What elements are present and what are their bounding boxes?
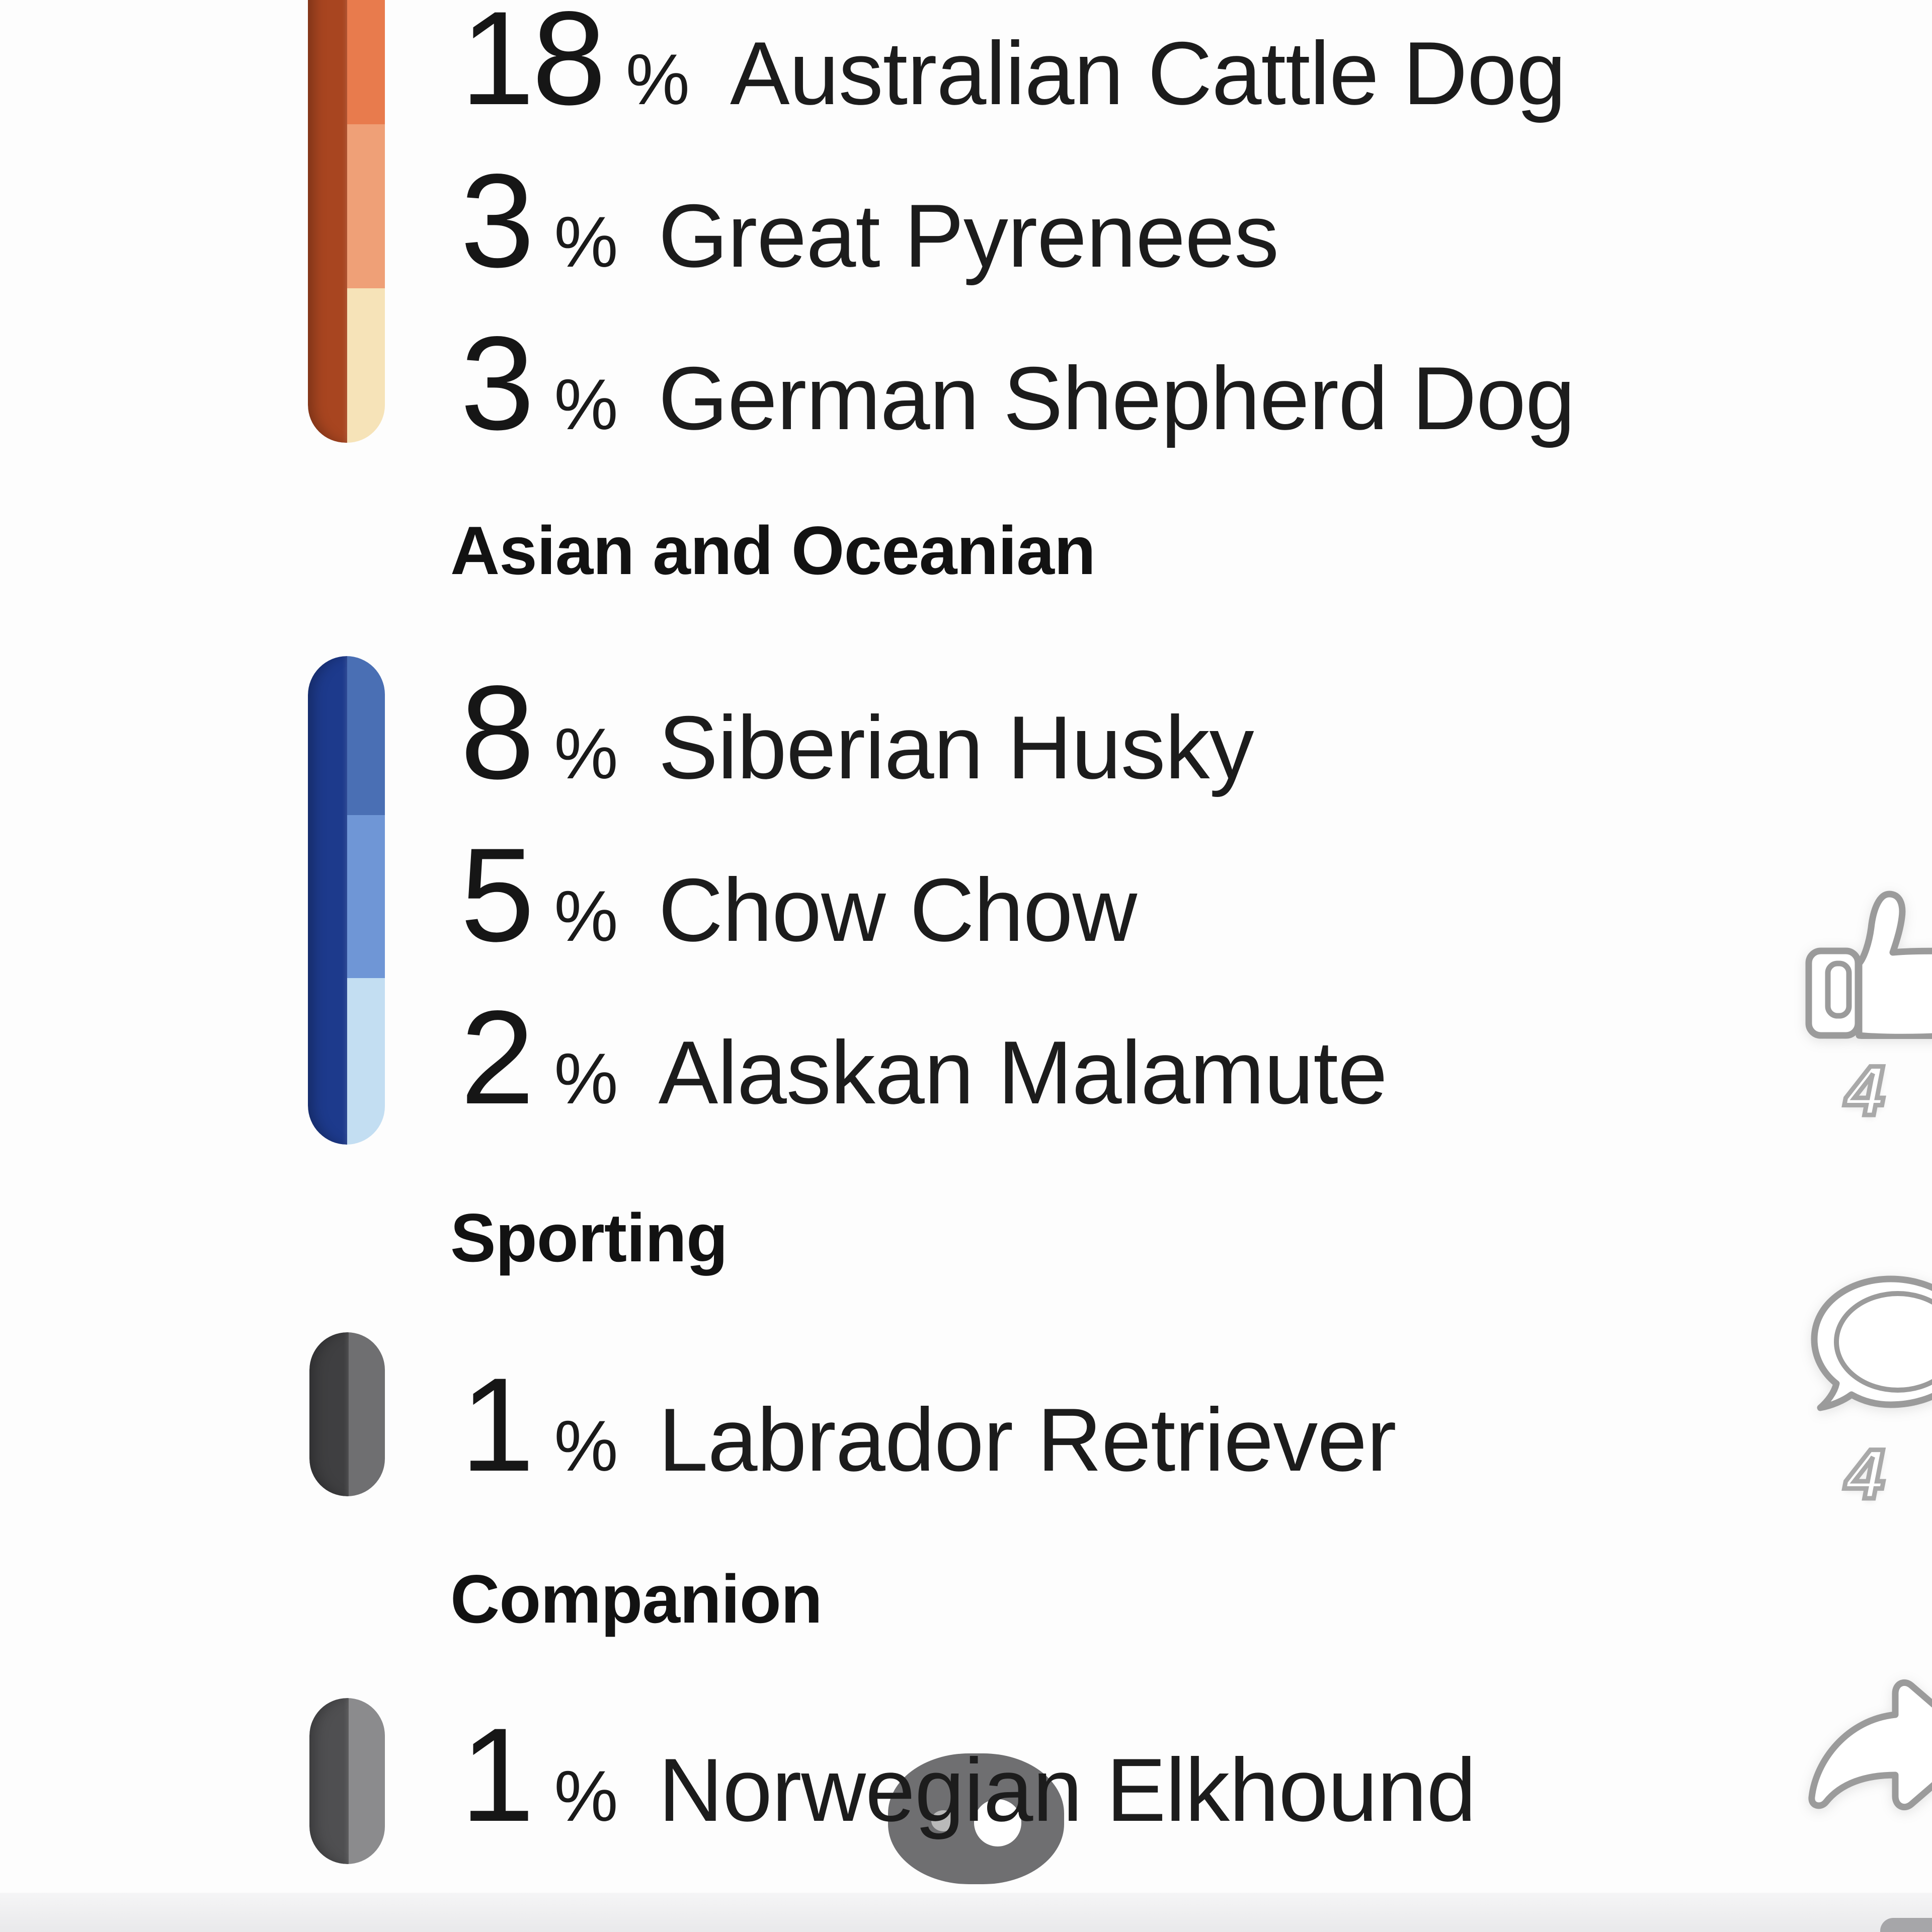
percent-sign: % [554, 1406, 618, 1486]
like-thumbs-up-icon[interactable] [1803, 880, 1932, 1039]
bar-segments [347, 0, 385, 443]
breed-percent-value: 1 [460, 1701, 534, 1849]
like-count: 4 [1843, 1051, 1887, 1130]
breed-percent-value: 3 [460, 309, 534, 458]
bar-base-column [308, 0, 347, 443]
bar-segment [349, 1332, 385, 1496]
percent-sign: % [554, 714, 618, 794]
bar-segment [347, 124, 385, 288]
comment-bubble-icon[interactable] [1807, 1258, 1932, 1421]
breed-name: German Shepherd Dog [658, 348, 1575, 448]
share-arrow-icon[interactable] [1804, 1655, 1932, 1816]
group-heading-sporting: Sporting [450, 1199, 728, 1276]
breed-row-chow-chow[interactable]: 5 % Chow Chow [460, 829, 1137, 962]
bar-base-column [309, 1332, 349, 1496]
bar-segment [347, 0, 385, 124]
percent-sign: % [554, 202, 618, 282]
breed-percent-value: 1 [460, 1350, 534, 1499]
breed-name: Australian Cattle Dog [730, 23, 1566, 123]
breed-name: Norwegian Elkhound [658, 1740, 1477, 1840]
bar-segment [347, 978, 385, 1145]
breed-percent-value: 8 [460, 658, 534, 807]
bottom-gradient-band [0, 1893, 1932, 1932]
breed-row-siberian-husky[interactable]: 8 % Siberian Husky [460, 666, 1254, 799]
breed-name: Chow Chow [658, 860, 1138, 960]
percent-sign: % [625, 40, 690, 120]
breed-row-labrador-retriever[interactable]: 1 % Labrador Retriever [460, 1350, 1397, 1499]
breed-row-great-pyrenees[interactable]: 3 % Great Pyrenees [460, 146, 1279, 295]
breed-group-bar [309, 1332, 385, 1496]
bar-segment [347, 288, 385, 443]
bar-segments [349, 1332, 385, 1496]
breed-group-bar [308, 656, 385, 1145]
breed-percent-value: 3 [460, 146, 534, 295]
percent-sign: % [554, 1039, 618, 1119]
breed-percent-value: 18 [460, 0, 606, 133]
bar-segments [349, 1698, 385, 1864]
percent-sign: % [554, 365, 618, 445]
bar-segment [347, 815, 385, 978]
breed-row-australian-cattle-dog[interactable]: 18 % Australian Cattle Dog [460, 0, 1566, 125]
breed-name: Great Pyrenees [658, 186, 1279, 286]
group-heading-companion: Companion [450, 1561, 823, 1637]
bar-segments [347, 656, 385, 1145]
breed-group-bar [309, 1698, 385, 1864]
breed-percent-value: 5 [460, 821, 534, 970]
percent-sign: % [554, 876, 618, 956]
breed-row-german-shepherd-dog[interactable]: 3 % German Shepherd Dog [460, 317, 1575, 450]
breed-name: Siberian Husky [658, 697, 1254, 797]
sticker-nostril-dot-large [974, 1799, 1021, 1846]
bar-segment [349, 1698, 385, 1864]
breed-row-norwegian-elkhound[interactable]: 1 % Norwegian Elkhound [460, 1709, 1476, 1842]
percent-sign: % [554, 1756, 618, 1836]
comment-count: 4 [1843, 1434, 1887, 1513]
bar-base-column [308, 656, 347, 1145]
breed-group-bar [308, 0, 385, 443]
bar-segment [347, 656, 385, 815]
breed-name: Alaskan Malamute [658, 1022, 1388, 1122]
breed-percent-value: 2 [460, 983, 534, 1132]
group-heading-asian-and-oceanian: Asian and Oceanian [450, 512, 1096, 589]
bar-base-column [309, 1698, 349, 1864]
breed-name: Labrador Retriever [658, 1390, 1397, 1490]
bottom-right-tab [1880, 1918, 1932, 1932]
sticker-nostril-dot-small [931, 1810, 955, 1831]
breed-row-alaskan-malamute[interactable]: 2 % Alaskan Malamute [460, 983, 1388, 1132]
